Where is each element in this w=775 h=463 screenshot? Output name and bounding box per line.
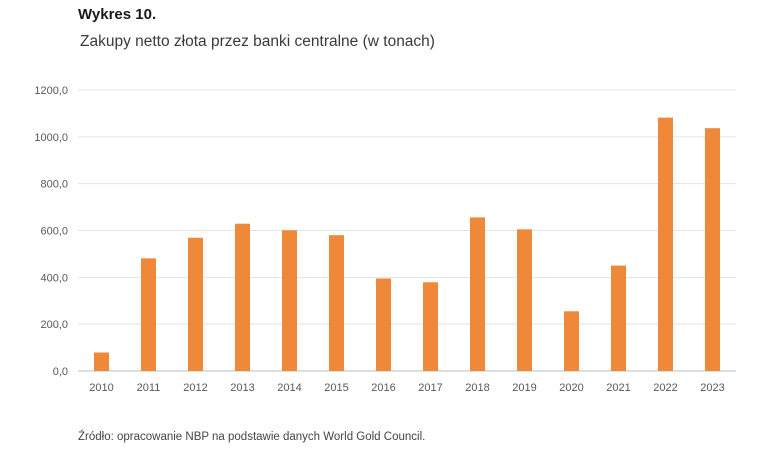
bar-2021	[611, 265, 626, 371]
x-tick-label: 2013	[230, 382, 254, 394]
y-tick-label: 400,0	[40, 272, 68, 284]
x-tick-label: 2015	[324, 382, 348, 394]
x-tick-label: 2019	[512, 382, 536, 394]
bar-2012	[188, 237, 203, 371]
x-tick-label: 2021	[606, 382, 630, 394]
y-tick-label: 1200,0	[34, 85, 68, 97]
bar-2011	[141, 258, 156, 371]
x-tick-label: 2023	[700, 382, 724, 394]
bar-2014	[282, 230, 297, 371]
bar-2022	[658, 117, 673, 371]
bar-2023	[705, 128, 720, 371]
y-tick-label: 0,0	[53, 366, 68, 378]
x-tick-label: 2017	[418, 382, 442, 394]
x-tick-label: 2020	[559, 382, 583, 394]
y-tick-label: 800,0	[40, 179, 68, 191]
chart-title: Zakupy netto złota przez banki centralne…	[80, 33, 435, 50]
bar-2019	[517, 229, 532, 371]
x-axis-labels: 2010 2011 2012 2013 2014 2015 2016 2017 2018 2019…	[89, 382, 724, 394]
y-tick-label: 600,0	[40, 226, 68, 238]
bar-2020	[564, 311, 579, 371]
x-tick-label: 2018	[465, 382, 489, 394]
x-tick-label: 2022	[653, 382, 677, 394]
source-note: Źródło: opracowanie NBP na podstawie dan…	[78, 431, 426, 443]
bars	[94, 117, 720, 371]
gridlines	[78, 89, 736, 372]
x-tick-label: 2014	[277, 382, 301, 394]
y-tick-label: 1000,0	[34, 132, 68, 144]
bar-2015	[329, 235, 344, 371]
bar-2013	[235, 223, 250, 371]
bar-2016	[376, 278, 391, 371]
figure-label: Wykres 10.	[78, 6, 157, 23]
x-tick-label: 2012	[183, 382, 207, 394]
bar-2018	[470, 217, 485, 371]
bar-2017	[423, 282, 438, 371]
bar-2010	[94, 352, 109, 371]
y-axis-labels: 0,0 200,0 400,0 600,0 800,0 1000,0 1200,0	[34, 85, 68, 378]
x-tick-label: 2010	[89, 382, 113, 394]
x-tick-label: 2011	[137, 382, 161, 394]
x-tick-label: 2016	[371, 382, 395, 394]
y-tick-label: 200,0	[40, 319, 68, 331]
